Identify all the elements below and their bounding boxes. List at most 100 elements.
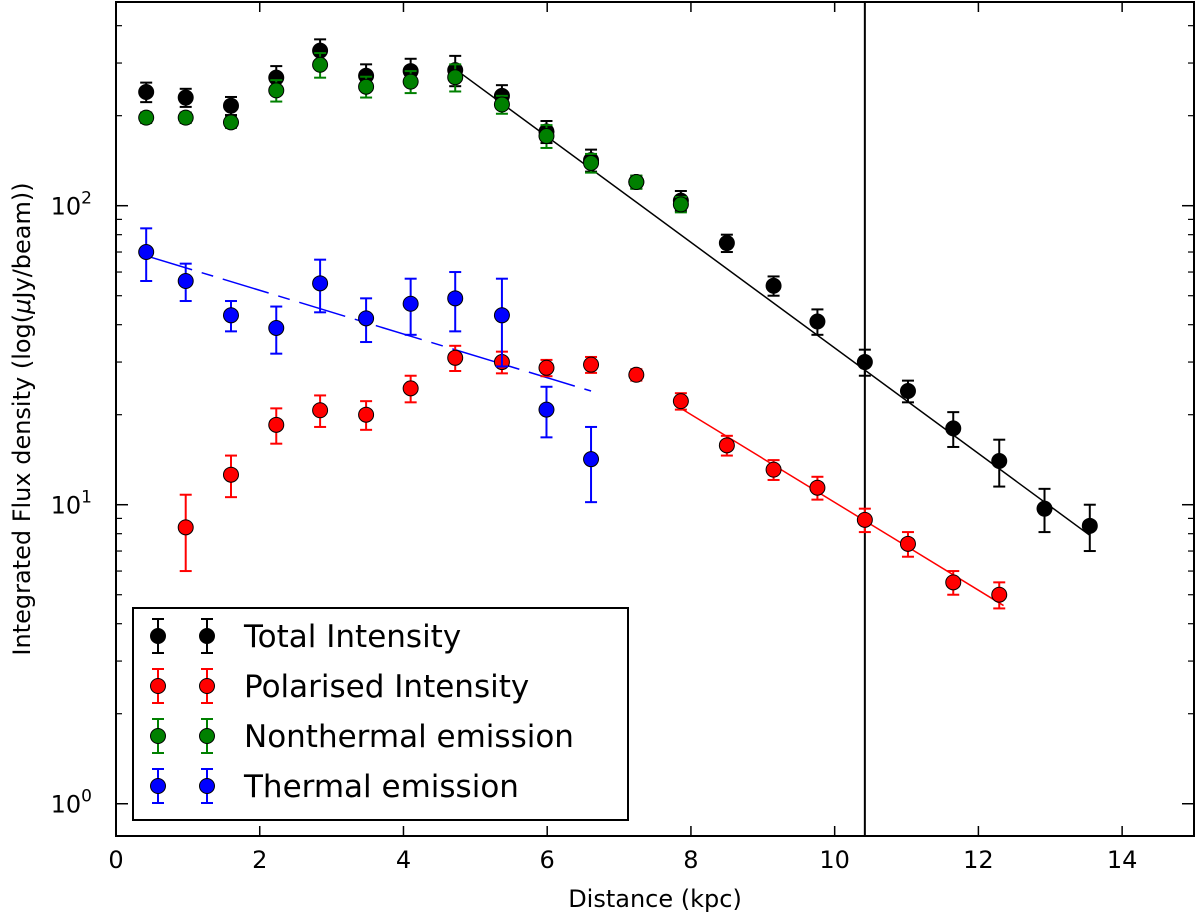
data-point: [222, 97, 239, 114]
data-point: [899, 383, 916, 400]
legend-marker: [199, 628, 215, 644]
y-axis-label-mu: μ: [8, 299, 36, 315]
data-point: [222, 307, 239, 324]
data-point: [628, 366, 645, 383]
legend-entry-2: Polarised Intensity: [150, 668, 529, 705]
data-point: [493, 307, 510, 324]
data-point: [583, 154, 600, 171]
data-point: [312, 56, 329, 73]
data-point: [538, 128, 555, 145]
data-point: [312, 402, 329, 419]
legend-marker: [150, 628, 166, 644]
x-tick-label: 12: [963, 846, 994, 874]
data-point: [765, 277, 782, 294]
data-point: [447, 349, 464, 366]
data-point: [809, 479, 826, 496]
fit-line-series-2: [680, 407, 1004, 607]
data-point: [402, 295, 419, 312]
y-tick-label: 100: [51, 787, 92, 819]
x-tick-label: 0: [108, 846, 123, 874]
y-axis-label-suffix: Jy/beam)): [8, 182, 36, 300]
legend-box: [132, 607, 629, 821]
data-point: [718, 235, 735, 252]
legend-label: Thermal emission: [243, 769, 519, 805]
y-tick-label: 102: [51, 189, 92, 221]
series-1: [138, 38, 1098, 553]
series-layer: [138, 38, 1098, 610]
legend-marker: [150, 678, 166, 694]
data-point: [268, 319, 285, 336]
x-tick-label: 14: [1107, 846, 1138, 874]
x-axis-label: Distance (kpc): [568, 885, 742, 913]
data-point: [358, 78, 375, 95]
data-point: [312, 275, 329, 292]
series-3: [138, 52, 689, 214]
legend: Total Intensity Polarised Intensity Nonthe…: [132, 607, 629, 821]
series-2: [177, 344, 1008, 610]
data-point: [672, 393, 689, 410]
y-axis-label: Integrated Flux density (log(μJy/beam)): [8, 182, 36, 655]
y-axis-label-prefix: Integrated Flux density (log(: [8, 314, 36, 656]
data-point: [718, 437, 735, 454]
x-tick-label: 10: [819, 846, 850, 874]
data-point: [856, 511, 873, 528]
data-point: [991, 453, 1008, 470]
legend-entry-3: Nonthermal emission: [150, 718, 574, 755]
data-point: [177, 519, 194, 536]
data-point: [809, 313, 826, 330]
legend-entry-4: Thermal emission: [150, 768, 519, 805]
y-tick-label: 101: [51, 488, 92, 520]
data-point: [945, 574, 962, 591]
data-point: [765, 461, 782, 478]
data-point: [358, 406, 375, 423]
data-point: [177, 272, 194, 289]
data-point: [177, 109, 194, 126]
data-point: [138, 84, 155, 101]
data-point: [358, 310, 375, 327]
data-point: [856, 354, 873, 371]
data-point: [583, 356, 600, 373]
data-point: [583, 451, 600, 468]
data-point: [447, 69, 464, 86]
legend-label: Total Intensity: [243, 619, 461, 655]
data-point: [177, 89, 194, 106]
data-point: [672, 196, 689, 213]
legend-marker: [199, 728, 215, 744]
fit-line-series-1: [455, 69, 1091, 536]
x-tick-label: 2: [252, 846, 267, 874]
legend-marker: [150, 778, 166, 794]
data-point: [447, 290, 464, 307]
data-point: [268, 82, 285, 99]
data-point: [402, 73, 419, 90]
x-tick-label: 6: [540, 846, 555, 874]
data-point: [402, 380, 419, 397]
data-point: [538, 359, 555, 376]
data-point: [1081, 517, 1098, 534]
legend-label: Nonthermal emission: [244, 719, 574, 755]
data-point: [628, 174, 645, 191]
data-point: [991, 586, 1008, 603]
data-point: [493, 96, 510, 113]
plot-frame: [115, 1, 1195, 837]
data-point: [1036, 500, 1053, 517]
x-tick-label: 4: [396, 846, 411, 874]
data-point: [138, 109, 155, 126]
data-point: [268, 416, 285, 433]
legend-marker: [150, 728, 166, 744]
x-tick-label: 8: [683, 846, 698, 874]
data-point: [945, 420, 962, 437]
legend-entry-1: Total Intensity: [150, 618, 461, 655]
fit-line-series-4: [145, 255, 592, 392]
data-point: [538, 401, 555, 418]
data-point: [222, 114, 239, 131]
data-point: [899, 535, 916, 552]
legend-label: Polarised Intensity: [244, 669, 529, 705]
legend-marker: [199, 778, 215, 794]
data-point: [222, 466, 239, 483]
series-4: [138, 227, 600, 504]
data-point: [138, 244, 155, 261]
axis-ticks: 0 2 4 6 8 10 12 14 100 101 102: [51, 2, 1194, 874]
legend-marker: [199, 678, 215, 694]
fit-lines: [145, 69, 1091, 607]
